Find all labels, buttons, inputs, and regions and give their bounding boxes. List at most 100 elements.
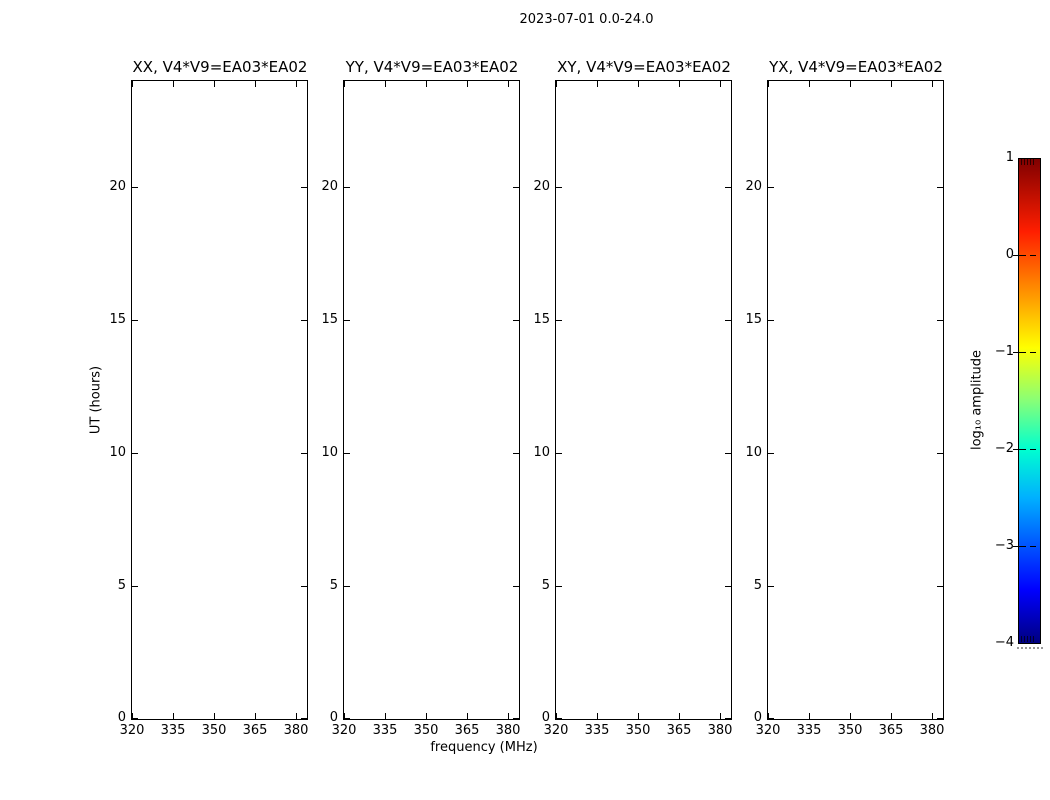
- y-tick-label: 5: [541, 578, 550, 593]
- x-tick: [597, 81, 598, 87]
- plot-panel-xy: [555, 80, 732, 720]
- colorbar-tick-label: −2: [994, 441, 1014, 456]
- y-tick: [344, 718, 350, 719]
- y-tick: [301, 320, 307, 321]
- panel-title-xy: XY, V4*V9=EA03*EA02: [557, 58, 731, 76]
- x-tick: [932, 81, 933, 87]
- x-axis-label: frequency (MHz): [430, 740, 538, 755]
- x-tick: [467, 81, 468, 87]
- x-tick: [809, 713, 810, 719]
- y-tick-label: 10: [745, 445, 762, 460]
- colorbar-hatch: [1027, 159, 1028, 165]
- colorbar-tick: [1030, 352, 1036, 353]
- y-tick-label: 15: [745, 312, 762, 327]
- y-tick-label: 5: [329, 578, 338, 593]
- y-tick: [556, 718, 562, 719]
- y-tick: [768, 187, 774, 188]
- colorbar-tick: [1013, 449, 1026, 450]
- y-tick: [513, 320, 519, 321]
- y-axis-label: UT (hours): [88, 365, 104, 435]
- y-tick-label: 10: [321, 445, 338, 460]
- plot-panel-yx: [767, 80, 944, 720]
- x-tick: [679, 713, 680, 719]
- y-tick: [556, 586, 562, 587]
- colorbar-label: log₁₀ amplitude: [969, 349, 985, 451]
- x-tick-label: 365: [454, 723, 480, 738]
- x-tick: [385, 81, 386, 87]
- y-tick: [301, 187, 307, 188]
- x-tick-label: 350: [625, 723, 651, 738]
- y-tick: [513, 586, 519, 587]
- y-tick: [768, 718, 774, 719]
- panel-title-yy: YY, V4*V9=EA03*EA02: [345, 58, 519, 76]
- colorbar-hatch: [1030, 636, 1031, 642]
- x-tick: [556, 713, 557, 719]
- y-tick: [556, 187, 562, 188]
- x-tick: [426, 81, 427, 87]
- colorbar-hatch: [1033, 636, 1034, 642]
- x-tick: [638, 81, 639, 87]
- x-tick: [850, 713, 851, 719]
- y-tick-label: 20: [109, 179, 126, 194]
- x-tick: [809, 81, 810, 87]
- x-tick: [173, 713, 174, 719]
- y-tick: [132, 453, 138, 454]
- y-tick: [937, 718, 943, 719]
- y-tick-label: 15: [533, 312, 550, 327]
- colorbar-tick-label: −1: [994, 344, 1014, 359]
- y-tick: [768, 586, 774, 587]
- y-tick-label: 10: [109, 445, 126, 460]
- x-tick-label: 320: [119, 723, 145, 738]
- colorbar-hatch: [1024, 159, 1025, 165]
- y-tick: [556, 453, 562, 454]
- x-tick: [720, 713, 721, 719]
- colorbar-tick: [1013, 352, 1026, 353]
- x-tick: [638, 713, 639, 719]
- x-tick: [426, 713, 427, 719]
- y-tick: [132, 586, 138, 587]
- colorbar-hatch: [1021, 159, 1022, 165]
- x-tick: [932, 713, 933, 719]
- y-tick: [937, 320, 943, 321]
- x-tick-label: 380: [495, 723, 521, 738]
- y-tick: [344, 586, 350, 587]
- colorbar-tick: [1030, 255, 1036, 256]
- y-tick-label: 5: [117, 578, 126, 593]
- y-tick-label: 10: [533, 445, 550, 460]
- x-tick-label: 320: [543, 723, 569, 738]
- x-tick: [296, 81, 297, 87]
- x-tick-label: 335: [160, 723, 186, 738]
- x-tick: [296, 713, 297, 719]
- x-tick: [344, 81, 345, 87]
- y-tick: [132, 718, 138, 719]
- y-tick-label: 0: [117, 710, 126, 725]
- x-tick-label: 380: [919, 723, 945, 738]
- colorbar-hatch: [1027, 636, 1028, 642]
- panel-title-xx: XX, V4*V9=EA03*EA02: [132, 58, 308, 76]
- x-tick: [467, 713, 468, 719]
- y-tick: [132, 320, 138, 321]
- panel-title-yx: YX, V4*V9=EA03*EA02: [769, 58, 943, 76]
- x-tick: [255, 713, 256, 719]
- colorbar-hatch: [1030, 159, 1031, 165]
- x-tick: [768, 81, 769, 87]
- x-tick: [768, 713, 769, 719]
- x-tick-label: 335: [584, 723, 610, 738]
- colorbar-tick-label: 0: [1005, 247, 1014, 262]
- y-tick: [513, 187, 519, 188]
- y-tick: [725, 320, 731, 321]
- colorbar-hatch: [1033, 159, 1034, 165]
- x-tick-label: 380: [283, 723, 309, 738]
- y-tick-label: 20: [533, 179, 550, 194]
- plot-panel-yy: [343, 80, 520, 720]
- colorbar-tick: [1030, 449, 1036, 450]
- x-tick: [891, 713, 892, 719]
- y-tick: [725, 718, 731, 719]
- y-tick: [344, 187, 350, 188]
- y-tick-label: 20: [321, 179, 338, 194]
- x-tick: [344, 713, 345, 719]
- figure-title: 2023-07-01 0.0-24.0: [519, 12, 654, 27]
- y-tick-label: 15: [321, 312, 338, 327]
- x-tick-label: 365: [666, 723, 692, 738]
